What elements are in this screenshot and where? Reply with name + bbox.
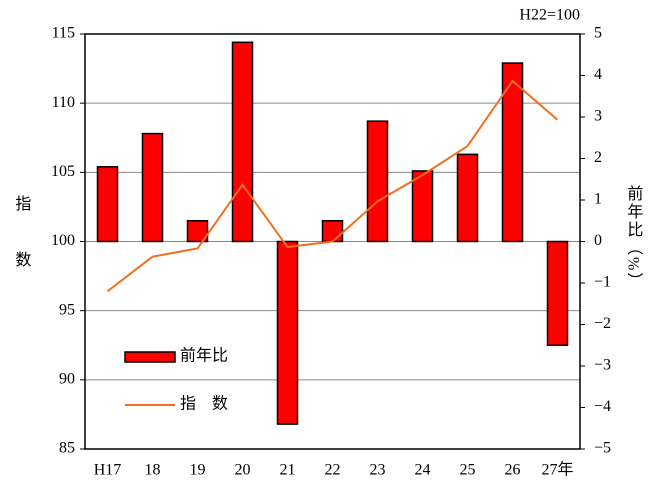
bar [186,220,209,243]
y-tick-label: 115 [52,25,75,42]
bar [546,240,569,346]
y2-tick-label: −3 [594,357,611,374]
x-tick-label: 24 [415,462,431,479]
x-tick-label: 21 [280,462,296,479]
bar [96,166,119,243]
y2-tick-label: −2 [594,315,611,332]
bar [411,170,434,243]
unit-note: H22=100 [519,7,580,24]
legend-swatch [124,351,176,363]
y-tick-label: 90 [59,371,75,388]
bar [141,132,164,243]
y2-tick-label: −5 [594,440,611,457]
x-tick-label: 18 [145,462,161,479]
bar [501,62,524,243]
x-tick-label: 22 [325,462,341,479]
y-tick-label: 105 [51,163,75,180]
y2-tick-label: 3 [594,108,602,125]
y2-tick-label: 5 [594,25,602,42]
x-tick-label: 23 [370,462,386,479]
y-tick-label: 100 [51,232,75,249]
y2-tick-label: 2 [594,149,602,166]
y-tick-label: 85 [59,440,75,457]
legend-label: 指 数 [180,395,228,413]
bar [321,220,344,243]
bar [456,153,479,243]
x-tick-label: 25 [460,462,476,479]
x-tick-label: 26 [505,462,521,479]
bar [231,41,254,243]
y2-tick-label: 4 [594,66,602,83]
y-tick-label: 110 [52,94,75,111]
x-tick-label: 20 [235,462,251,479]
y2-axis-label: 前年比（%） [624,185,643,290]
y2-tick-label: −1 [594,274,611,291]
x-tick-label: H17 [94,462,122,479]
y2-tick-label: 0 [594,232,602,249]
y-tick-label: 95 [59,301,75,318]
y2-tick-label: 1 [594,191,602,208]
y2-tick-label: −4 [594,398,611,415]
line [106,79,559,293]
x-tick-label: 27年 [541,461,573,479]
y-axis-label: 指数 [12,195,31,307]
x-tick-label: 19 [190,462,206,479]
plot-frame [84,33,581,450]
legend-label: 前年比 [180,347,228,365]
bar [276,240,299,425]
bar [366,120,389,243]
